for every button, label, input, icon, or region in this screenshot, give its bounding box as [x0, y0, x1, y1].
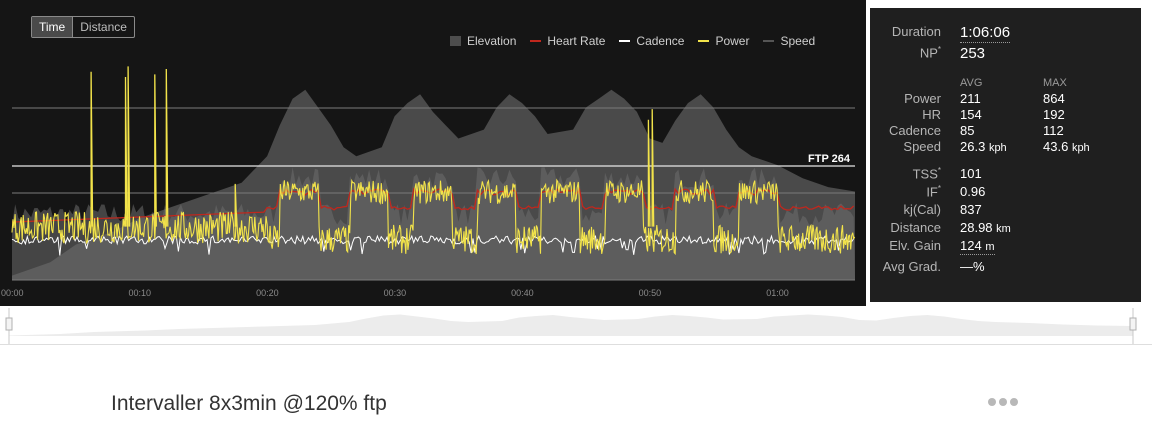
power-spike [154, 74, 157, 227]
more-options-button[interactable] [988, 398, 1018, 406]
cadence-max: 112 [1043, 123, 1064, 138]
stat-speed: Speed 26.3 kph 43.6 kph [870, 139, 1141, 155]
power-series [11, 178, 856, 256]
power-spike [651, 109, 655, 227]
stat-tss: TSS* 101 [870, 166, 1141, 182]
time-distance-toggle[interactable]: Time Distance [31, 16, 135, 38]
hr-avg: 154 [960, 107, 982, 122]
kj-label: kj(Cal) [903, 202, 941, 217]
legend-label: Heart Rate [547, 34, 606, 48]
legend-swatch-icon [450, 36, 461, 46]
elevation-gain-label: Elv. Gain [889, 238, 941, 253]
more-dot-icon [988, 398, 996, 406]
duration-value: 1:06:06 [960, 24, 1011, 43]
toggle-time[interactable]: Time [32, 17, 73, 37]
legend-swatch-icon [698, 40, 710, 42]
more-dot-icon [1010, 398, 1018, 406]
activity-chart-panel: FTP 264 00:00 00:10 00:20 00:30 00:40 00:50 01:… [0, 0, 866, 306]
speed-max: 43.6 kph [1043, 139, 1090, 154]
chart-legend: Elevation Heart Rate Cadence Power Speed [450, 34, 829, 48]
scrubber-left-handle[interactable] [5, 317, 13, 331]
divider [0, 344, 1152, 345]
tss-value: 101 [960, 166, 982, 181]
legend-item-cadence[interactable]: Cadence [619, 34, 684, 48]
speed-label: Speed [903, 139, 941, 154]
power-spike [124, 77, 128, 227]
toggle-distance[interactable]: Distance [72, 17, 134, 37]
x-tick-label: 00:10 [129, 288, 152, 298]
avg-header: AVG [960, 77, 983, 89]
stat-kj: kj(Cal) 837 [870, 202, 1141, 218]
stat-if: IF* 0.96 [870, 184, 1141, 200]
stat-power: Power 211 864 [870, 91, 1141, 107]
np-value: 253 [960, 45, 986, 62]
workout-title: Intervaller 8x3min @120% ftp [111, 392, 387, 415]
speed-avg: 26.3 kph [960, 139, 1007, 154]
x-tick-label: 00:20 [256, 288, 279, 298]
stat-elevation-gain: Elv. Gain 124 m [870, 238, 1141, 255]
legend-item-elevation[interactable]: Elevation [450, 34, 516, 48]
stat-hr: HR 154 192 [870, 107, 1141, 123]
tss-label: TSS* [912, 166, 941, 182]
x-tick-label: 00:40 [511, 288, 534, 298]
x-tick-label: 00:00 [1, 288, 24, 298]
legend-item-speed[interactable]: Speed [763, 34, 815, 48]
if-value: 0.96 [960, 184, 986, 199]
power-max: 864 [1043, 91, 1065, 106]
legend-label: Speed [780, 34, 816, 48]
stat-avg-grade: Avg Grad. —% [870, 259, 1141, 275]
stats-panel: Duration 1:06:06 NP* 253 AVG MAX Power 2… [870, 8, 1141, 302]
scrubber-elevation [9, 314, 1133, 336]
distance-value: 28.98 km [960, 220, 1011, 235]
x-tick-label: 00:50 [639, 288, 662, 298]
power-spike [165, 69, 169, 227]
power-spike [127, 66, 131, 227]
distance-label: Distance [890, 220, 941, 235]
duration-label: Duration [891, 24, 941, 39]
activity-chart[interactable]: FTP 264 00:00 00:10 00:20 00:30 00:40 00:50 01:… [0, 0, 866, 306]
scrubber-right-handle[interactable] [1129, 317, 1137, 331]
legend-swatch-icon [763, 40, 775, 42]
power-spike [234, 183, 238, 227]
power-avg: 211 [960, 91, 981, 106]
cadence-label: Cadence [888, 123, 941, 138]
legend-label: Elevation [467, 34, 517, 48]
avg-grade-label: Avg Grad. [882, 259, 941, 274]
legend-swatch-icon [530, 40, 542, 42]
legend-item-power[interactable]: Power [698, 34, 749, 48]
max-header: MAX [1043, 77, 1067, 89]
kj-value: 837 [960, 202, 982, 217]
more-dot-icon [999, 398, 1007, 406]
ftp-label: FTP 264 [808, 153, 851, 165]
elevation-gain-value: 124 m [960, 238, 995, 255]
power-spike [90, 71, 94, 227]
power-spike [647, 119, 651, 227]
if-label: IF* [926, 184, 941, 200]
np-label: NP* [919, 45, 941, 61]
cadence-avg: 85 [960, 123, 975, 138]
stat-np: NP* 253 [870, 45, 1141, 62]
timeline-scrubber[interactable] [0, 306, 1152, 346]
legend-label: Cadence [636, 34, 685, 48]
hr-max: 192 [1043, 107, 1065, 122]
x-tick-label: 01:00 [766, 288, 789, 298]
hr-label: HR [922, 107, 941, 122]
x-tick-label: 00:30 [384, 288, 407, 298]
stat-cadence: Cadence 85 112 [870, 123, 1141, 139]
legend-swatch-icon [619, 40, 631, 42]
power-label: Power [904, 91, 941, 106]
avg-grade-value: —% [960, 259, 985, 274]
legend-item-heart-rate[interactable]: Heart Rate [530, 34, 605, 48]
stat-distance: Distance 28.98 km [870, 220, 1141, 236]
legend-label: Power [715, 34, 750, 48]
stat-duration: Duration 1:06:06 [870, 24, 1141, 43]
